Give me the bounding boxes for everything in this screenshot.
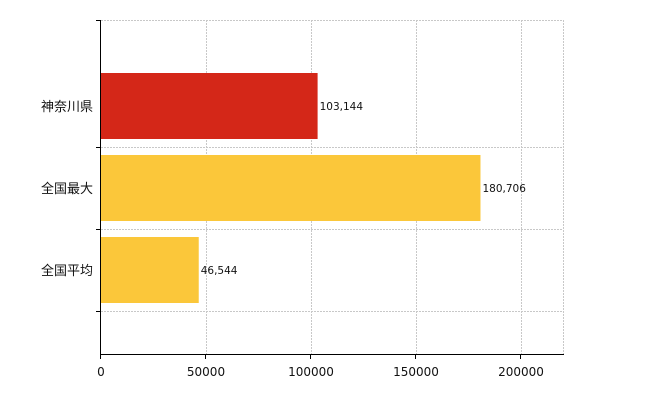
x-tick-label: 200000 <box>498 365 544 379</box>
data-label: 46,544 <box>201 265 238 277</box>
x-tick-label: 50000 <box>187 365 225 379</box>
data-label: 103,144 <box>320 101 364 113</box>
x-tick-label: 100000 <box>288 365 334 379</box>
bars-group <box>101 73 481 303</box>
x-tick-label: 150000 <box>393 365 439 379</box>
category-label: 全国平均 <box>41 263 93 279</box>
bar <box>101 155 481 221</box>
bar <box>101 73 318 139</box>
category-label: 全国最大 <box>41 181 93 197</box>
category-label: 神奈川県 <box>41 100 93 115</box>
bar <box>101 237 199 303</box>
x-tick-label: 0 <box>97 365 105 379</box>
data-label: 180,706 <box>482 183 526 195</box>
axes-group <box>96 20 564 359</box>
